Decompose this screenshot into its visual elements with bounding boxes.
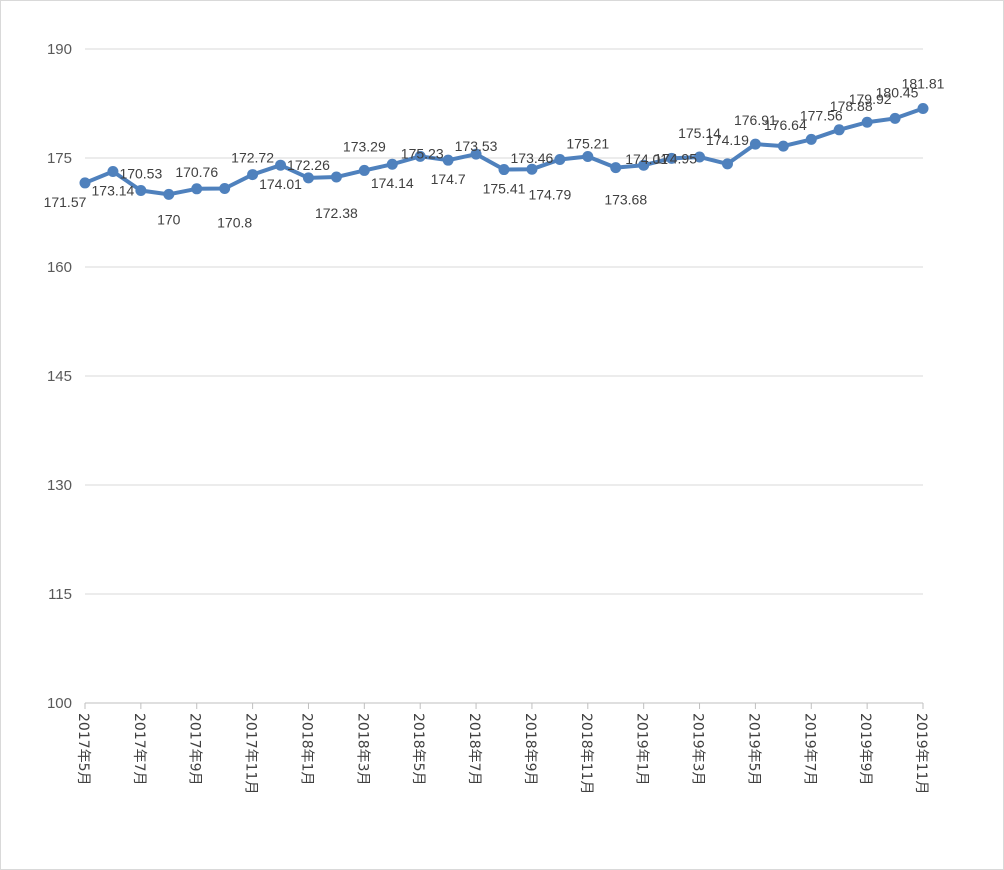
data-label: 179.92 [849, 91, 892, 107]
data-point [889, 112, 901, 124]
data-point [498, 164, 510, 176]
gridlines [85, 48, 923, 704]
x-tick-label: 2017年5月 [75, 713, 91, 786]
data-point [107, 166, 119, 178]
data-point [135, 184, 147, 196]
data-label: 181.81 [902, 76, 945, 92]
data-label: 175.23 [401, 145, 444, 161]
data-label: 172.72 [231, 150, 274, 166]
data-label: 174.95 [654, 150, 697, 166]
data-point [861, 116, 873, 128]
data-point [302, 172, 314, 184]
data-point [275, 159, 287, 171]
data-point [805, 133, 817, 145]
data-label: 174.19 [706, 132, 749, 148]
series-line [79, 103, 929, 200]
data-label: 170.53 [119, 165, 162, 181]
data-label: 174.79 [528, 187, 571, 203]
data-labels: 171.57 173.14 170.53 170 170.76 170.8 172.72 17… [44, 76, 945, 231]
data-label: 172.38 [315, 205, 358, 221]
data-point [582, 150, 594, 162]
data-label: 175.21 [566, 135, 609, 151]
data-label: 170.76 [175, 164, 218, 180]
data-label: 171.57 [44, 194, 87, 210]
y-tick-label: 175 [47, 150, 72, 167]
data-label: 175.41 [483, 181, 526, 197]
x-tick-label: 2017年11月 [243, 713, 259, 794]
data-label: 172.26 [287, 157, 330, 173]
x-tick-label: 2019年9月 [857, 713, 873, 786]
data-point [386, 158, 398, 170]
data-label: 180.45 [876, 84, 919, 100]
x-tick-label: 2019年7月 [801, 713, 817, 786]
data-label: 176.91 [734, 112, 777, 128]
data-label: 173.29 [343, 138, 386, 154]
y-tick-label: 130 [47, 477, 72, 494]
data-point [749, 138, 761, 150]
x-tick-label: 2018年5月 [410, 713, 426, 786]
y-tick-label: 190 [47, 41, 72, 58]
data-point [219, 183, 231, 195]
data-point [554, 154, 566, 166]
data-label: 174.01 [259, 176, 302, 192]
data-label: 173.46 [511, 150, 554, 166]
data-label: 173.53 [455, 138, 498, 154]
x-tick-label: 2018年7月 [466, 713, 482, 786]
y-tick-label: 160 [47, 259, 72, 276]
y-axis: 100 115 130 145 160 175 190 [47, 41, 72, 712]
x-axis: 2017年5月 2017年7月 2017年9月 2017年11月 2018年1月 2018… [75, 702, 929, 794]
data-label: 173.14 [92, 183, 135, 199]
x-tick-label: 2018年1月 [298, 713, 314, 786]
data-label: 174.14 [371, 175, 414, 191]
data-point [358, 164, 370, 176]
data-label: 177.56 [800, 107, 843, 123]
x-tick-label: 2019年1月 [634, 713, 650, 786]
data-point [330, 171, 342, 183]
data-label: 174.01 [625, 151, 668, 167]
data-label: 170.8 [217, 215, 252, 231]
data-point [442, 154, 454, 166]
x-tick-label: 2017年9月 [187, 713, 203, 786]
data-label: 173.68 [604, 192, 647, 208]
data-label: 178.88 [830, 98, 873, 114]
data-point [79, 177, 91, 189]
x-tick-label: 2019年5月 [745, 713, 761, 786]
data-point [163, 188, 175, 200]
y-tick-label: 115 [48, 586, 72, 603]
data-point [721, 158, 733, 170]
x-tick-label: 2018年11月 [578, 713, 594, 794]
data-point [191, 183, 203, 195]
y-tick-label: 145 [47, 368, 72, 385]
x-tick-label: 2019年3月 [690, 713, 706, 786]
data-point [526, 163, 538, 175]
x-tick-label: 2018年3月 [354, 713, 370, 786]
data-point [610, 162, 622, 174]
x-tick-label: 2019年11月 [913, 713, 929, 794]
data-point [638, 159, 650, 171]
data-point [833, 124, 845, 136]
data-point [470, 148, 482, 160]
data-label: 175.14 [678, 125, 721, 141]
data-point [777, 140, 789, 152]
data-label: 176.64 [764, 117, 807, 133]
data-point [694, 151, 706, 163]
x-tick-label: 2018年9月 [522, 713, 538, 786]
data-point [917, 103, 929, 115]
data-point [247, 169, 259, 181]
x-tick-label: 2017年7月 [131, 713, 147, 786]
data-point [666, 152, 678, 164]
data-label: 170 [157, 211, 181, 227]
y-tick-label: 100 [47, 695, 72, 712]
data-point [414, 150, 426, 162]
data-label: 174.7 [431, 171, 466, 187]
